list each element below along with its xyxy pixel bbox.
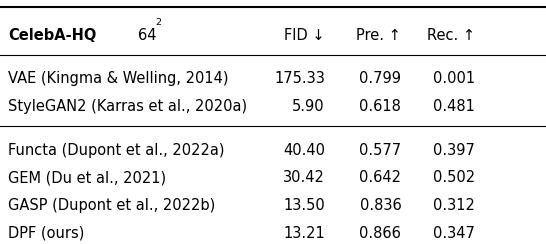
Text: 13.21: 13.21 [283, 225, 325, 241]
Text: CelebA-HQ: CelebA-HQ [8, 28, 97, 43]
Text: 30.42: 30.42 [283, 170, 325, 185]
Text: DPF (ours): DPF (ours) [8, 225, 85, 241]
Text: 0.481: 0.481 [433, 99, 475, 114]
Text: 0.312: 0.312 [433, 198, 475, 213]
Text: 0.397: 0.397 [433, 142, 475, 158]
Text: FID ↓: FID ↓ [284, 28, 325, 43]
Text: 0.577: 0.577 [359, 142, 401, 158]
Text: 0.502: 0.502 [433, 170, 475, 185]
Text: 0.618: 0.618 [359, 99, 401, 114]
Text: Functa (Dupont et al., 2022a): Functa (Dupont et al., 2022a) [8, 142, 225, 158]
Text: 175.33: 175.33 [274, 71, 325, 86]
Text: 64: 64 [138, 28, 156, 43]
Text: VAE (Kingma & Welling, 2014): VAE (Kingma & Welling, 2014) [8, 71, 229, 86]
Text: 40.40: 40.40 [283, 142, 325, 158]
Text: StyleGAN2 (Karras et al., 2020a): StyleGAN2 (Karras et al., 2020a) [8, 99, 247, 114]
Text: Pre. ↑: Pre. ↑ [357, 28, 401, 43]
Text: 5.90: 5.90 [292, 99, 325, 114]
Text: GEM (Du et al., 2021): GEM (Du et al., 2021) [8, 170, 167, 185]
Text: 0.642: 0.642 [359, 170, 401, 185]
Text: 2: 2 [155, 18, 161, 27]
Text: 0.347: 0.347 [433, 225, 475, 241]
Text: 0.001: 0.001 [433, 71, 475, 86]
Text: Rec. ↑: Rec. ↑ [427, 28, 475, 43]
Text: 13.50: 13.50 [283, 198, 325, 213]
Text: GASP (Dupont et al., 2022b): GASP (Dupont et al., 2022b) [8, 198, 216, 213]
Text: 0.836: 0.836 [360, 198, 401, 213]
Text: 0.799: 0.799 [359, 71, 401, 86]
Text: 0.866: 0.866 [359, 225, 401, 241]
